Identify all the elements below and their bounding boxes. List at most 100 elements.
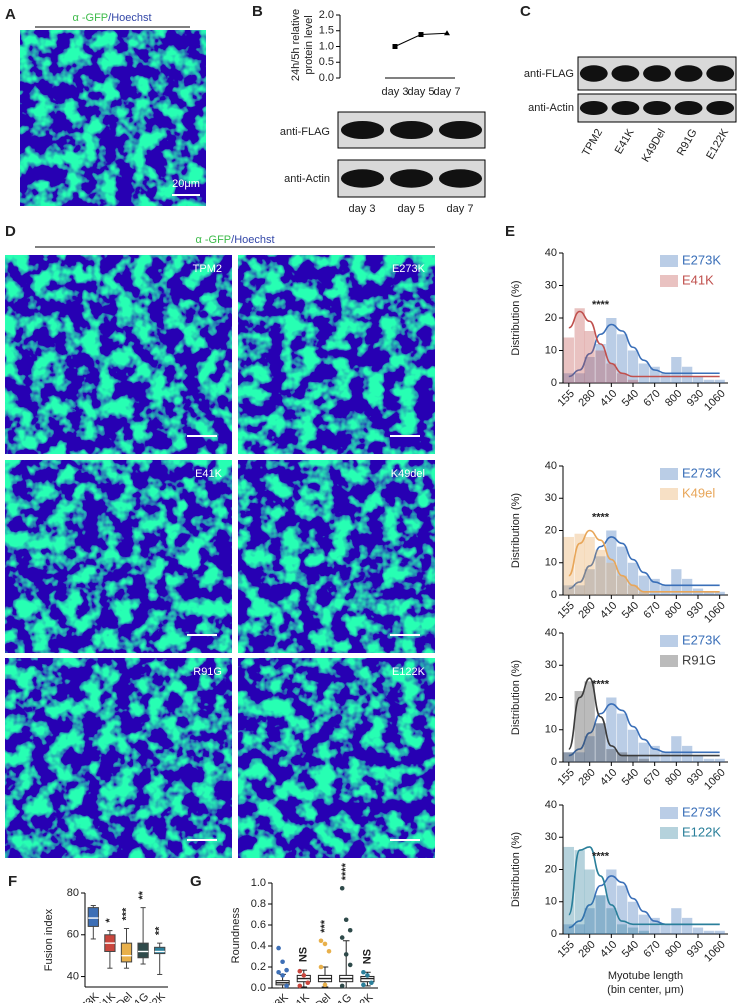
y-axis-label: Distribution (%) <box>510 493 522 568</box>
point <box>369 980 374 986</box>
legend-label: E122K <box>682 824 721 839</box>
bar <box>638 591 649 595</box>
bar <box>703 591 714 595</box>
bar <box>682 578 693 595</box>
image-label: E122K <box>392 666 426 678</box>
bar <box>638 742 649 762</box>
scale-label: 20μm <box>172 178 200 190</box>
box <box>120 942 133 963</box>
bar <box>584 736 595 762</box>
bar <box>649 578 660 595</box>
x-tick-label: 410 <box>598 767 619 788</box>
legend-label: R91G <box>682 652 716 667</box>
fit-curve <box>568 846 720 926</box>
microscopy-image <box>5 658 232 858</box>
y-axis-label: 24h/5h relative <box>290 9 302 81</box>
x-tick-label: 540 <box>620 600 641 621</box>
point <box>318 964 324 970</box>
bar <box>584 357 595 383</box>
point <box>297 968 303 974</box>
blot-band <box>389 169 434 188</box>
bar <box>638 758 649 762</box>
fit-curve <box>568 703 720 757</box>
bar <box>627 350 639 383</box>
bar <box>606 363 617 383</box>
x-tick-label: 410 <box>598 600 619 621</box>
x-tick-label: 1060 <box>702 939 728 965</box>
legend-label: E41K <box>682 272 714 287</box>
blot-band <box>643 65 671 82</box>
bar <box>617 334 628 383</box>
bar <box>606 749 617 762</box>
x-tick-label: 280 <box>576 939 597 960</box>
point <box>392 44 398 49</box>
blot-band <box>674 101 703 115</box>
blot-band <box>389 121 434 139</box>
point <box>343 952 349 957</box>
blot-band <box>438 169 483 188</box>
legend-swatch <box>660 468 678 480</box>
y-tick-label: 30 <box>545 492 557 504</box>
x-tick-label: 800 <box>663 600 684 621</box>
x-tick-label: 1060 <box>702 388 728 414</box>
bar <box>595 556 606 595</box>
y-tick-label: 0.0 <box>251 982 266 994</box>
bar <box>617 546 628 595</box>
significance: ** <box>154 926 166 935</box>
legend-label: K49el <box>682 485 715 500</box>
bar <box>714 930 725 934</box>
legend-swatch <box>660 827 678 839</box>
bar <box>595 344 606 383</box>
blot-row-label: anti-Actin <box>284 173 330 185</box>
point <box>343 917 349 923</box>
bar <box>671 569 682 595</box>
blot-band <box>643 101 671 115</box>
bar <box>638 930 649 934</box>
y-tick-label: 40 <box>67 970 79 982</box>
legend-swatch <box>660 255 678 267</box>
lane-label: TPM2 <box>580 127 605 158</box>
bar <box>660 373 671 383</box>
significance: *** <box>120 907 132 921</box>
stain-gfp: α -GFP <box>195 234 231 246</box>
bar <box>682 366 693 383</box>
x-tick-label: 800 <box>663 939 684 960</box>
box <box>137 942 149 959</box>
bar <box>617 752 628 762</box>
x-tick-label: 670 <box>641 767 662 788</box>
bar <box>617 924 628 934</box>
bar <box>627 729 639 762</box>
bar <box>627 379 639 383</box>
point <box>361 969 366 975</box>
bar <box>574 752 585 762</box>
image-label: R91G <box>193 666 222 678</box>
x-tick-label: 540 <box>620 388 641 409</box>
x-tick-label: 155 <box>556 939 577 960</box>
y-axis-label: Distribution (%) <box>510 280 522 355</box>
lane-label: day 7 <box>447 203 474 215</box>
point <box>347 962 353 968</box>
x-tick-label: 155 <box>556 767 577 788</box>
bar <box>606 908 617 934</box>
bar <box>660 924 671 934</box>
significance: NS <box>361 949 373 964</box>
x-tick-label: 800 <box>663 388 684 409</box>
x-tick-label: 410 <box>598 939 619 960</box>
bar <box>714 379 725 383</box>
bar <box>714 591 725 595</box>
x-tick-label: 800 <box>663 767 684 788</box>
bar <box>692 927 704 934</box>
bar <box>595 895 606 934</box>
significance: * <box>104 918 116 923</box>
y-tick-label: 40 <box>545 247 557 259</box>
bar <box>563 373 574 383</box>
bar <box>574 308 585 383</box>
point <box>284 983 289 989</box>
box <box>87 907 99 927</box>
y-tick-label: 10 <box>545 896 557 908</box>
annotation: **** <box>592 851 610 863</box>
x-tick-label: 670 <box>641 600 662 621</box>
y-tick-label: 1.0 <box>319 40 334 52</box>
bar <box>584 331 595 383</box>
